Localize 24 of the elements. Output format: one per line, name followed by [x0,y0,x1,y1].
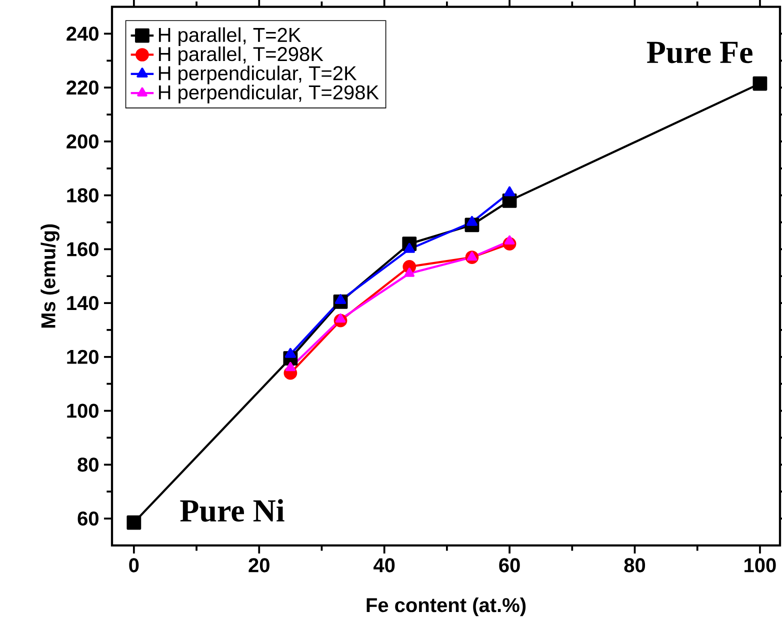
y-tick-label: 160 [67,242,98,256]
annotation: Pure Fe [646,42,752,64]
legend-label: H perpendicular, T=298K [158,84,379,104]
y-tick-label: 80 [78,458,98,472]
legend-label: H parallel, T=298K [158,46,324,66]
y-tick-label: 140 [67,296,98,310]
x-tick-label: 40 [374,558,395,572]
y-tick-label: 100 [67,404,98,418]
legend-label: H perpendicular, T=2K [158,66,357,84]
x-axis-title: Fe content (at.%) [366,597,526,616]
y-tick-label: 60 [78,511,98,526]
x-tick-label: 80 [624,558,646,572]
y-tick-label: 200 [66,134,98,149]
y-tick-label: 120 [67,350,98,364]
x-tick-label: 100 [744,558,776,572]
x-tick-label: 20 [248,558,270,572]
y-tick-label: 240 [66,26,98,41]
x-tick-label: 60 [499,558,520,572]
annotation: Pure Ni [180,499,284,522]
y-tick-label: 180 [67,188,98,202]
x-tick-label: 0 [129,558,139,572]
y-axis-title: Ms (emu/g) [40,224,60,328]
legend-label: H parallel, T=2K [158,27,302,46]
y-tick-label: 220 [66,80,98,95]
